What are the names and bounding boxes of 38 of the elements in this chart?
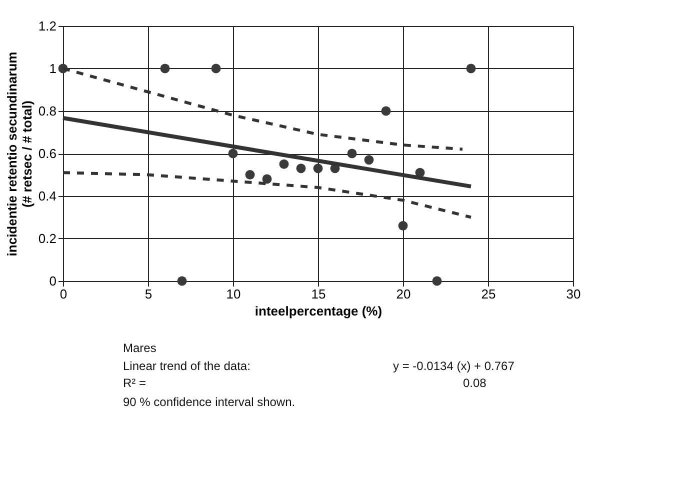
x-tick-label: 5: [144, 286, 152, 302]
point: [347, 148, 357, 158]
text: Mares: [123, 341, 156, 355]
y-tick-label: 1: [49, 61, 56, 76]
point: [296, 164, 306, 174]
y-axis-title: incidentie retentio secundinarum (# retsec / # total): [4, 52, 34, 256]
y-tick-label: 0.4: [38, 188, 56, 204]
x-tick-label: 30: [566, 286, 581, 302]
text: 0.08: [463, 376, 487, 390]
point: [279, 159, 289, 169]
point: [381, 106, 391, 116]
x-tick-label: 0: [60, 286, 68, 302]
line-series: [62, 171, 472, 219]
text: Linear trend of the data:: [123, 359, 250, 373]
y-tick-label: 1.2: [38, 18, 56, 34]
x-tick-label: 15: [311, 286, 326, 302]
x-tick-label: 25: [481, 286, 496, 302]
x-axis-title: inteelpercentage (%): [254, 304, 382, 318]
point: [364, 155, 374, 165]
point: [313, 164, 323, 174]
point: [398, 221, 408, 230]
y-tick-label: 0.2: [38, 231, 56, 246]
x-tick-label: 10: [226, 286, 241, 302]
point: [466, 64, 476, 74]
point: [245, 170, 255, 180]
point: [262, 174, 272, 184]
text: 90 % confidence interval shown.: [123, 395, 296, 409]
point: [432, 276, 442, 286]
y-tick-label: 0.8: [38, 104, 56, 118]
y-tick-label: 0.6: [38, 146, 56, 161]
text: R² =: [123, 376, 146, 390]
point: [228, 148, 238, 158]
point: [177, 276, 187, 286]
y-tick-label: 0: [49, 274, 56, 288]
text: y = -0.0134 (x) + 0.767: [393, 359, 515, 373]
x-tick-label: 20: [396, 286, 411, 302]
point: [160, 64, 170, 74]
point: [211, 64, 221, 74]
